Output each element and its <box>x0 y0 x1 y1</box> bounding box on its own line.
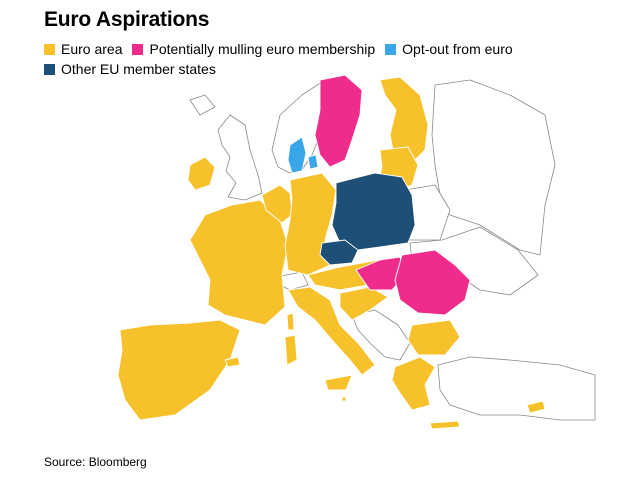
legend-label-mulling: Potentially mulling euro membership <box>149 41 376 57</box>
country-denmark <box>287 136 307 174</box>
country-ireland <box>187 156 216 191</box>
country-france <box>189 199 289 326</box>
legend-label-opt-out: Opt-out from euro <box>402 41 513 57</box>
legend-swatch-other-eu <box>44 63 55 75</box>
country-italy <box>287 286 376 376</box>
legend-label-euro-area: Euro area <box>61 41 123 57</box>
map-title: Euro Aspirations <box>44 8 210 31</box>
country-poland <box>331 172 416 251</box>
legend: Euro area Potentially mulling euro membe… <box>44 39 604 79</box>
legend-swatch-euro-area <box>44 43 55 55</box>
country-iceland-shelf <box>189 94 216 116</box>
legend-item-mulling: Potentially mulling euro membership <box>132 39 375 59</box>
country-denmark-islands <box>307 154 319 170</box>
legend-label-other-eu: Other EU member states <box>61 61 216 77</box>
country-malta <box>341 396 347 402</box>
country-western-balkans <box>351 309 411 361</box>
europe-map-svg <box>117 75 596 430</box>
country-cyprus <box>526 400 546 414</box>
country-iberia <box>117 319 241 421</box>
country-bulgaria <box>407 319 461 356</box>
source-note: Source: Bloomberg <box>44 455 147 469</box>
europe-map <box>40 75 600 445</box>
legend-swatch-opt-out <box>385 43 397 55</box>
country-turkey <box>437 356 596 421</box>
country-switzerland <box>279 271 309 291</box>
country-sweden <box>314 75 363 168</box>
country-russia-west <box>431 79 556 256</box>
country-corsica <box>286 312 295 331</box>
country-crete <box>429 420 461 430</box>
legend-item-euro-area: Euro area <box>44 39 122 59</box>
country-uk <box>217 114 263 201</box>
country-romania <box>394 249 471 316</box>
country-sicily <box>324 374 353 391</box>
legend-swatch-mulling <box>132 43 144 55</box>
country-balearics <box>224 356 241 368</box>
legend-item-other-eu: Other EU member states <box>44 59 216 79</box>
country-czechia <box>319 239 359 266</box>
country-sardinia <box>284 334 298 366</box>
legend-item-opt-out: Opt-out from euro <box>385 39 513 59</box>
country-greece <box>391 356 436 411</box>
